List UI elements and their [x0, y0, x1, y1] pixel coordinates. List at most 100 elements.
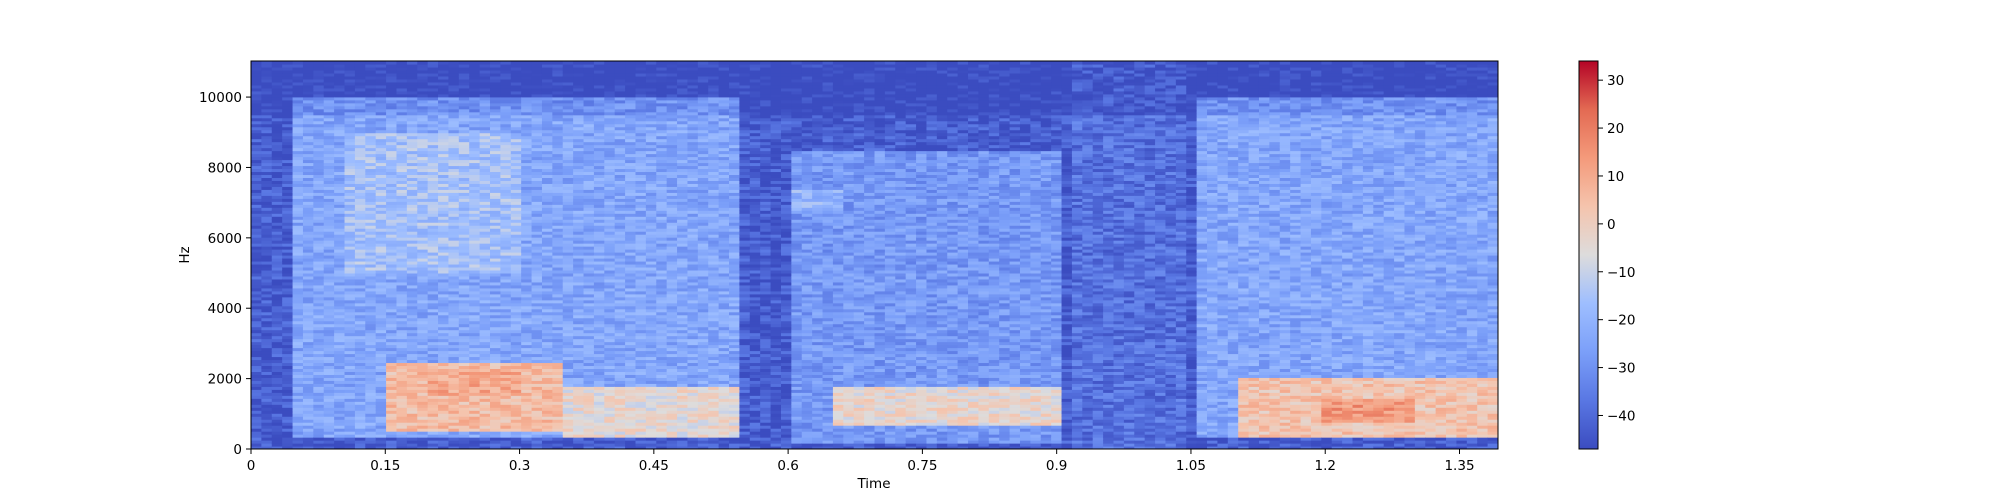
heatmap-cell: [251, 69, 262, 74]
heatmap-cell: [583, 144, 595, 149]
heatmap-cell: [541, 272, 553, 277]
heatmap-cell: [375, 317, 387, 322]
heatmap-cell: [251, 117, 262, 122]
heatmap-cell: [593, 392, 605, 396]
heatmap-cell: [438, 90, 450, 95]
heatmap-cell: [583, 329, 595, 334]
heatmap-cell: [375, 326, 387, 331]
heatmap-cell: [531, 389, 543, 393]
heatmap-cell: [271, 138, 283, 143]
heatmap-cell: [479, 114, 491, 119]
heatmap-cell: [438, 240, 450, 244]
heatmap-cell: [282, 263, 294, 268]
heatmap-cell: [334, 416, 346, 420]
heatmap-cell: [417, 299, 429, 304]
heatmap-cell: [406, 347, 418, 352]
heatmap-cell: [645, 275, 657, 280]
heatmap-cell: [573, 87, 585, 92]
heatmap-cell: [261, 126, 273, 131]
heatmap-cell: [448, 84, 460, 89]
heatmap-cell: [251, 123, 262, 128]
heatmap-cell: [562, 326, 574, 331]
heatmap-cell: [427, 222, 439, 226]
heatmap-cell: [562, 171, 574, 176]
heatmap-cell: [541, 284, 553, 289]
heatmap-cell: [375, 162, 387, 167]
heatmap-cell: [531, 347, 543, 352]
heatmap-cell: [396, 329, 408, 334]
heatmap-cell: [573, 180, 585, 184]
heatmap-cell: [593, 138, 605, 143]
heatmap-cell: [573, 177, 585, 181]
heatmap-cell: [427, 180, 439, 184]
heatmap-cell: [334, 207, 346, 211]
heatmap-cell: [604, 66, 616, 71]
heatmap-cell: [552, 186, 564, 190]
heatmap-cell: [261, 296, 273, 301]
heatmap-cell: [469, 252, 481, 256]
heatmap-cell: [583, 317, 595, 322]
heatmap-cell: [344, 440, 356, 444]
heatmap-cell: [635, 168, 647, 173]
heatmap-cell: [625, 326, 637, 331]
heatmap-cell: [302, 443, 314, 447]
heatmap-cell: [645, 332, 657, 337]
heatmap-cell: [573, 401, 585, 405]
heatmap-cell: [573, 272, 585, 277]
heatmap-cell: [438, 338, 450, 343]
heatmap-cell: [365, 228, 377, 232]
heatmap-cell: [541, 371, 553, 375]
heatmap-cell: [490, 177, 501, 181]
heatmap-cell: [552, 177, 564, 181]
heatmap-cell: [271, 290, 283, 295]
heatmap-cell: [552, 329, 564, 334]
heatmap-cell: [282, 90, 294, 95]
heatmap-cell: [261, 293, 273, 298]
heatmap-cell: [562, 425, 574, 429]
heatmap-cell: [614, 407, 626, 411]
heatmap-cell: [396, 246, 408, 250]
heatmap-cell: [344, 350, 356, 355]
heatmap-cell: [604, 281, 616, 286]
heatmap-cell: [552, 302, 564, 307]
heatmap-cell: [573, 84, 585, 89]
heatmap-cell: [614, 192, 626, 196]
heatmap-cell: [500, 207, 512, 211]
heatmap-cell: [583, 308, 595, 313]
heatmap-cell: [282, 78, 294, 83]
heatmap-cell: [635, 341, 647, 346]
heatmap-cell: [500, 362, 512, 367]
heatmap-cell: [448, 272, 460, 277]
heatmap-cell: [365, 437, 377, 441]
heatmap-cell: [417, 383, 429, 387]
heatmap-cell: [479, 159, 491, 164]
heatmap-cell: [469, 380, 481, 384]
heatmap-cell: [593, 398, 605, 402]
heatmap-cell: [302, 87, 314, 92]
heatmap-cell: [271, 272, 283, 277]
heatmap-cell: [261, 255, 273, 259]
heatmap-cell: [479, 407, 491, 411]
heatmap-cell: [282, 69, 294, 74]
heatmap-cell: [344, 84, 356, 89]
heatmap-cell: [510, 275, 522, 280]
heatmap-cell: [354, 126, 366, 131]
heatmap-cell: [521, 117, 533, 122]
heatmap-cell: [417, 108, 429, 113]
heatmap-cell: [261, 389, 273, 393]
heatmap-cell: [438, 419, 450, 423]
heatmap-cell: [500, 437, 512, 441]
heatmap-cell: [469, 165, 481, 170]
heatmap-cell: [479, 320, 491, 325]
heatmap-cell: [417, 61, 429, 65]
heatmap-cell: [292, 341, 304, 346]
heatmap-cell: [635, 317, 647, 322]
heatmap-cell: [625, 75, 637, 80]
heatmap-cell: [562, 63, 574, 68]
heatmap-cell: [552, 341, 564, 346]
heatmap-cell: [635, 356, 647, 361]
heatmap-cell: [344, 284, 356, 289]
heatmap-cell: [448, 389, 460, 393]
heatmap-cell: [614, 159, 626, 164]
heatmap-cell: [251, 404, 262, 408]
